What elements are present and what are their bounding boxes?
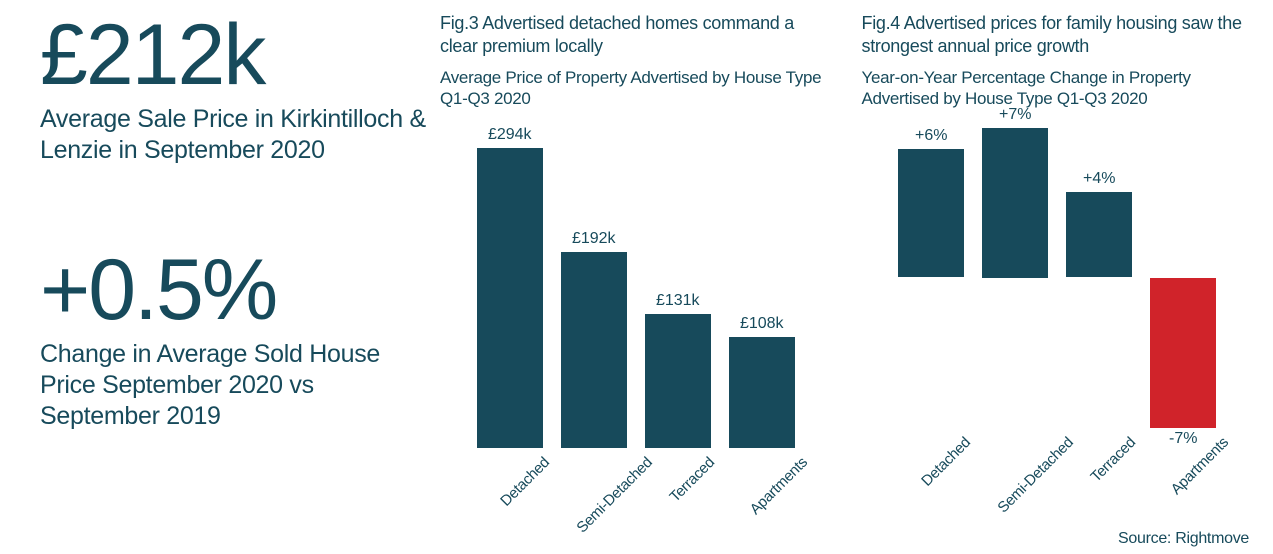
fig4-xtick: Terraced bbox=[1066, 434, 1132, 504]
fig4-bar-value-label: +4% bbox=[1066, 170, 1132, 188]
stat-block-1: £212k Average Sale Price in Kirkintilloc… bbox=[40, 12, 440, 167]
fig3-xtick-label: Semi-Detached bbox=[573, 454, 655, 536]
fig4-xtick-label: Semi-Detached bbox=[995, 434, 1077, 516]
fig3-xtick-label: Apartments bbox=[746, 454, 810, 518]
fig3-xtick: Apartments bbox=[729, 454, 795, 524]
fig4-bar-wrap: +7% bbox=[982, 128, 1048, 428]
fig3-xtick: Semi-Detached bbox=[561, 454, 627, 524]
fig4-bar-wrap: -7% bbox=[1150, 128, 1216, 428]
fig3-bar-area: £294k £192k £131k £108k bbox=[440, 128, 832, 448]
stat2-caption: Change in Average Sold House Price Septe… bbox=[40, 339, 440, 433]
fig4-bar bbox=[1066, 192, 1132, 278]
stat1-value: £212k bbox=[40, 12, 440, 98]
fig3-bar bbox=[729, 337, 795, 447]
fig3-bar-wrap: £108k bbox=[729, 315, 795, 447]
fig3-bar bbox=[561, 252, 627, 448]
fig3-bar-wrap: £192k bbox=[561, 230, 627, 448]
stat1-caption: Average Sale Price in Kirkintilloch & Le… bbox=[40, 104, 440, 167]
fig4-bar-area: +6% +7% +4% -7% bbox=[862, 128, 1254, 428]
fig4-xtick: Apartments bbox=[1150, 434, 1216, 504]
page: £212k Average Sale Price in Kirkintilloc… bbox=[0, 0, 1273, 554]
fig4-title: Fig.4 Advertised prices for family housi… bbox=[862, 12, 1254, 57]
fig4-bar-value-label: +7% bbox=[982, 106, 1048, 124]
fig4-bar-wrap: +4% bbox=[1066, 128, 1132, 428]
stat2-value: +0.5% bbox=[40, 247, 440, 333]
stat-block-2: +0.5% Change in Average Sold House Price… bbox=[40, 247, 440, 433]
fig3-bar-wrap: £131k bbox=[645, 292, 711, 448]
charts-area: Fig.3 Advertised detached homes command … bbox=[440, 12, 1253, 546]
fig3-bar bbox=[645, 314, 711, 448]
fig3-xtick-label: Detached bbox=[497, 454, 553, 510]
fig4-bar-value-label: +6% bbox=[898, 127, 964, 145]
fig4-subtitle: Year-on-Year Percentage Change in Proper… bbox=[862, 67, 1254, 110]
source-attribution: Source: Rightmove bbox=[1118, 530, 1249, 548]
fig4-xtick: Detached bbox=[898, 434, 964, 504]
fig4-bar bbox=[898, 149, 964, 278]
fig3-bar-value-label: £108k bbox=[740, 315, 784, 333]
fig4-xaxis: DetachedSemi-DetachedTerracedApartments bbox=[862, 434, 1254, 504]
fig3-bar-value-label: £192k bbox=[572, 230, 616, 248]
fig3-bar-value-label: £131k bbox=[656, 292, 700, 310]
fig4-xtick-label: Terraced bbox=[1088, 434, 1140, 486]
fig3-xaxis: DetachedSemi-DetachedTerracedApartments bbox=[440, 454, 832, 524]
fig4-bar bbox=[1150, 278, 1216, 428]
left-stats-column: £212k Average Sale Price in Kirkintilloc… bbox=[40, 12, 440, 546]
fig3-xtick-label: Terraced bbox=[666, 454, 718, 506]
fig4-bar-wrap: +6% bbox=[898, 128, 964, 428]
fig4: Fig.4 Advertised prices for family housi… bbox=[862, 12, 1254, 546]
fig3-title: Fig.3 Advertised detached homes command … bbox=[440, 12, 832, 57]
fig3-xtick: Detached bbox=[477, 454, 543, 524]
fig4-bar bbox=[982, 128, 1048, 278]
fig3: Fig.3 Advertised detached homes command … bbox=[440, 12, 832, 546]
fig3-bar-wrap: £294k bbox=[477, 126, 543, 448]
fig3-subtitle: Average Price of Property Advertised by … bbox=[440, 67, 832, 110]
fig4-xtick-label: Apartments bbox=[1168, 434, 1232, 498]
fig3-bar-value-label: £294k bbox=[488, 126, 532, 144]
fig4-xtick: Semi-Detached bbox=[982, 434, 1048, 504]
fig4-xtick-label: Detached bbox=[918, 434, 974, 490]
fig3-xtick: Terraced bbox=[645, 454, 711, 524]
fig3-bar bbox=[477, 148, 543, 448]
